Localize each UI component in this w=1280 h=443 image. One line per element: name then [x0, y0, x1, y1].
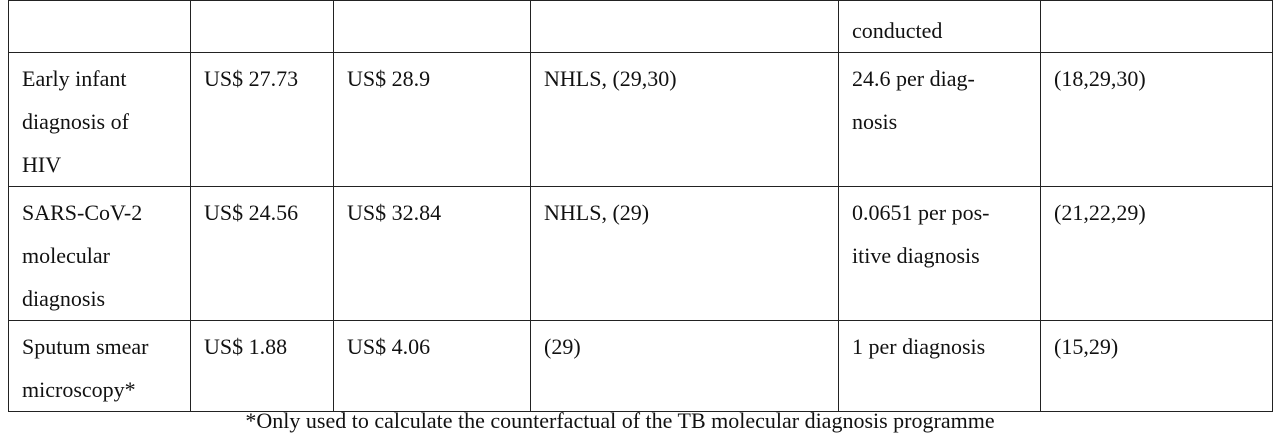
cell-text: diagnosis of — [22, 109, 129, 134]
table-cell: US$ 28.9 — [333, 52, 531, 187]
cell-text: 24.6 per diag- — [852, 66, 975, 91]
cell-text: nosis — [852, 109, 898, 134]
table-cell: SARS-CoV-2 molecular diagnosis — [8, 186, 191, 321]
table-cell: NHLS, (29) — [530, 186, 839, 321]
cell-text: (21,22,29) — [1054, 200, 1146, 225]
table-row: Sputum smear microscopy* US$ 1.88 US$ 4.06 (… — [8, 320, 1273, 412]
cell-text: conducted — [852, 18, 943, 43]
cell-text: US$ 4.06 — [347, 334, 431, 359]
cell-text: (15,29) — [1054, 334, 1119, 359]
table-cell: Sputum smear microscopy* — [8, 320, 191, 412]
cell-text: microscopy* — [22, 377, 136, 402]
cell-text: HIV — [22, 152, 62, 177]
cell-text: NHLS, (29) — [544, 200, 650, 225]
cell-text: NHLS, (29,30) — [544, 66, 677, 91]
table-cell: US$ 27.73 — [190, 52, 334, 187]
table-cell: NHLS, (29,30) — [530, 52, 839, 187]
table-cell — [333, 0, 531, 53]
cell-text: US$ 27.73 — [204, 66, 299, 91]
table-cell: US$ 32.84 — [333, 186, 531, 321]
data-table: conducted Early infant diagnosis of HIV US$ … — [8, 0, 1273, 412]
cell-text: (18,29,30) — [1054, 66, 1146, 91]
table-cell — [190, 0, 334, 53]
table-row: SARS-CoV-2 molecular diagnosis US$ 24.56 US$… — [8, 186, 1273, 321]
table-cell: US$ 1.88 — [190, 320, 334, 412]
cell-text: diagnosis — [22, 286, 106, 311]
table-cell — [1040, 0, 1273, 53]
cell-text: US$ 32.84 — [347, 200, 442, 225]
cell-text: (29) — [544, 334, 581, 359]
table-cell: (29) — [530, 320, 839, 412]
cell-text: molecular — [22, 243, 110, 268]
table-cell: Early infant diagnosis of HIV — [8, 52, 191, 187]
cell-text: 1 per diagnosis — [852, 334, 986, 359]
cell-text: US$ 1.88 — [204, 334, 288, 359]
table-cell: 24.6 per diag-nosis — [838, 52, 1041, 187]
cell-text: SARS-CoV-2 — [22, 200, 143, 225]
cell-text: US$ 24.56 — [204, 200, 299, 225]
table-cell: US$ 4.06 — [333, 320, 531, 412]
table-cell: conducted — [838, 0, 1041, 53]
cell-text: Sputum smear — [22, 334, 149, 359]
table-row: Early infant diagnosis of HIV US$ 27.73 US$ … — [8, 52, 1273, 187]
table-cell — [530, 0, 839, 53]
table-cell: 0.0651 per pos-itive diagnosis — [838, 186, 1041, 321]
table-cell: 1 per diagnosis — [838, 320, 1041, 412]
table-cell: (21,22,29) — [1040, 186, 1273, 321]
table-cell — [8, 0, 191, 53]
cell-text: US$ 28.9 — [347, 66, 431, 91]
table-cell: US$ 24.56 — [190, 186, 334, 321]
cell-text: Early infant — [22, 66, 127, 91]
table-row: conducted — [8, 0, 1273, 53]
footnote: *Only used to calculate the counterfactu… — [245, 408, 995, 433]
cell-text: 0.0651 per pos- — [852, 200, 990, 225]
table-cell: (15,29) — [1040, 320, 1273, 412]
cell-text: itive diagnosis — [852, 243, 980, 268]
table-cell: (18,29,30) — [1040, 52, 1273, 187]
